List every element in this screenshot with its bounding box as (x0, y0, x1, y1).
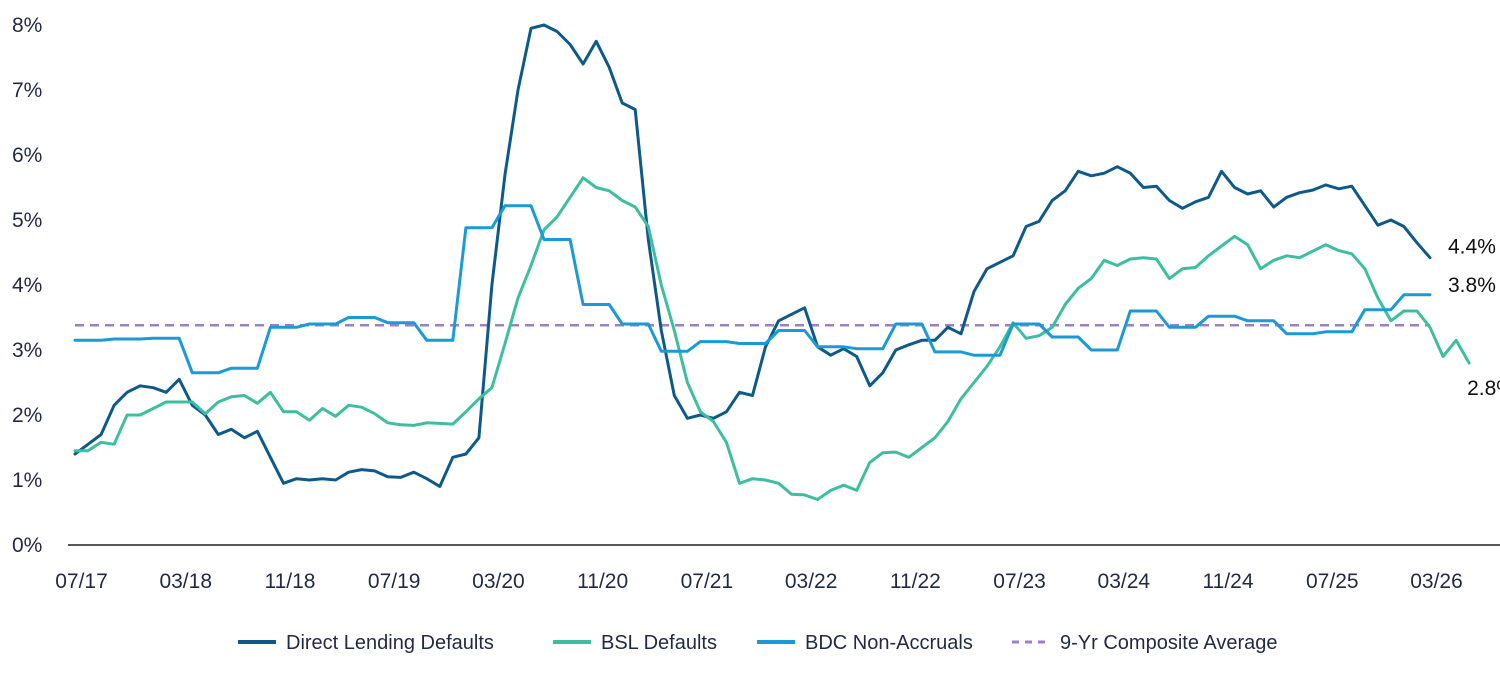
y-tick-label: 2% (12, 404, 42, 427)
x-tick-label: 03/20 (472, 570, 525, 593)
y-tick-label: 3% (12, 339, 42, 362)
y-tick-label: 5% (12, 209, 42, 232)
end-labels: 4.4% 2.8% 3.8% (1448, 236, 1500, 400)
y-tick-label: 6% (12, 144, 42, 167)
bdc-non-accruals-end-label: 3.8% (1448, 274, 1496, 297)
legend-label: 9-Yr Composite Average (1060, 632, 1278, 654)
bdc-non-accruals-line (73, 204, 1432, 375)
x-tick-label: 03/26 (1410, 570, 1463, 593)
x-tick-label: 11/24 (1203, 570, 1254, 593)
x-tick-label: 07/23 (993, 570, 1046, 593)
y-tick-label: 7% (12, 79, 42, 102)
y-tick-label: 4% (12, 274, 42, 297)
x-axis-ticks: 07/17 03/18 11/18 07/19 03/20 11/20 07/21 03/22… (55, 570, 1463, 593)
y-tick-label: 0% (12, 534, 42, 557)
legend-label: BDC Non-Accruals (805, 632, 973, 654)
legend: Direct Lending Defaults BSL Defaults BDC N… (238, 632, 1278, 654)
legend-label: BSL Defaults (601, 632, 717, 654)
x-tick-label: 07/17 (55, 570, 108, 593)
direct-lending-defaults-line (73, 23, 1432, 488)
x-tick-label: 07/19 (368, 570, 421, 593)
x-tick-label: 03/22 (785, 570, 838, 593)
y-axis-ticks: 0% 1% 2% 3% 4% 5% 6% 7% 8% (12, 14, 42, 557)
bsl-defaults-end-label: 2.8% (1467, 377, 1500, 400)
x-tick-label: 03/24 (1098, 570, 1151, 593)
x-tick-label: 11/18 (264, 570, 315, 593)
x-tick-label: 03/18 (159, 570, 212, 593)
legend-label: Direct Lending Defaults (286, 632, 494, 654)
x-tick-label: 07/25 (1306, 570, 1359, 593)
y-tick-label: 1% (12, 469, 42, 492)
series-lines (73, 23, 1471, 501)
x-tick-label: 07/21 (681, 570, 734, 593)
y-tick-label: 8% (12, 14, 42, 37)
direct-lending-defaults-end-label: 4.4% (1448, 236, 1496, 259)
x-tick-label: 11/22 (890, 570, 941, 593)
x-tick-label: 11/20 (577, 570, 628, 593)
bsl-defaults-line (73, 176, 1471, 501)
